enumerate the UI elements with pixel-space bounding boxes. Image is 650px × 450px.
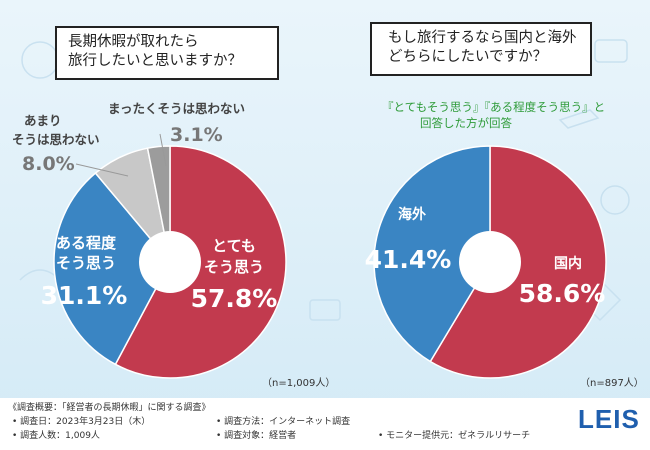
left-label-not-much-line1: あまり: [24, 113, 62, 128]
survey-footer: 《調査概要：「経営者の長期休暇」に関する調査》 • 調査日：2023年3月23日…: [0, 398, 650, 450]
survey-date-text: 調査日：2023年3月23日（木）: [20, 417, 151, 427]
left-label-somewhat-line2: そう思う: [56, 254, 116, 272]
left-pie-slice-1: [53, 172, 171, 366]
survey-target-text: 調査対象：経営者: [224, 431, 297, 441]
left-label-very-line1: とても: [212, 237, 256, 255]
leader-line-not-much: [75, 163, 129, 177]
leader-line-not-at-all: [159, 133, 167, 167]
right-pie-slice-1: [373, 145, 491, 363]
survey-method-text: 調査方法：インターネット調査: [224, 417, 351, 427]
left-pie-chart: [53, 145, 287, 379]
right-n-label: （n=897人）: [580, 378, 644, 389]
survey-provider: • モニター提供元：ゼネラルリサーチ: [378, 431, 531, 441]
right-subtitle-line2: 回答した方が回答: [420, 116, 512, 130]
right-question-line2: どちらにしたいですか？: [388, 49, 548, 65]
right-label-domestic: 国内: [554, 255, 582, 272]
left-question-box: [55, 26, 279, 80]
left-label-very-line2: そう思う: [204, 258, 264, 276]
survey-date: • 調査日：2023年3月23日（木）: [12, 417, 151, 427]
left-label-not-much-line2: そうは思わない: [12, 132, 100, 147]
right-pie-chart: [373, 145, 607, 379]
left-label-somewhat-pct: 31.1%: [41, 281, 128, 310]
survey-title: 《調査概要：「経営者の長期休暇」に関する調査》: [8, 403, 211, 413]
right-question-box: [370, 22, 592, 76]
left-question-line1: 長期休暇が取れたら: [68, 34, 199, 50]
survey-method: • 調査方法：インターネット調査: [216, 417, 351, 427]
right-pie-center-hole: [459, 231, 521, 293]
survey-count-text: 調査人数：1,009人: [20, 431, 100, 441]
left-label-not-much-pct: 8.0%: [22, 153, 75, 175]
right-label-overseas-pct: 41.4%: [365, 245, 452, 274]
leis-logo: LEIS: [578, 404, 640, 434]
right-subtitle-line1: 『とてもそう思う』『ある程度そう思う』と: [382, 100, 606, 114]
left-label-not-at-all-line1: まったくそうは思わない: [108, 101, 245, 116]
left-label-not-at-all-pct: 3.1%: [170, 124, 223, 146]
left-question-line2: 旅行したいと思いますか？: [68, 53, 242, 69]
survey-count: • 調査人数：1,009人: [12, 431, 100, 441]
left-label-somewhat-line1: ある程度: [56, 234, 117, 252]
left-label-very-pct: 57.8%: [191, 284, 278, 313]
survey-target: • 調査対象：経営者: [216, 431, 297, 441]
left-n-label: （n=1,009人）: [262, 378, 336, 389]
right-question-line1: もし旅行するなら国内と海外: [388, 30, 577, 46]
right-label-domestic-pct: 58.6%: [519, 279, 606, 308]
right-label-overseas: 海外: [398, 206, 426, 223]
left-pie-center-hole: [139, 231, 201, 293]
survey-provider-text: モニター提供元：ゼネラルリサーチ: [386, 431, 531, 441]
